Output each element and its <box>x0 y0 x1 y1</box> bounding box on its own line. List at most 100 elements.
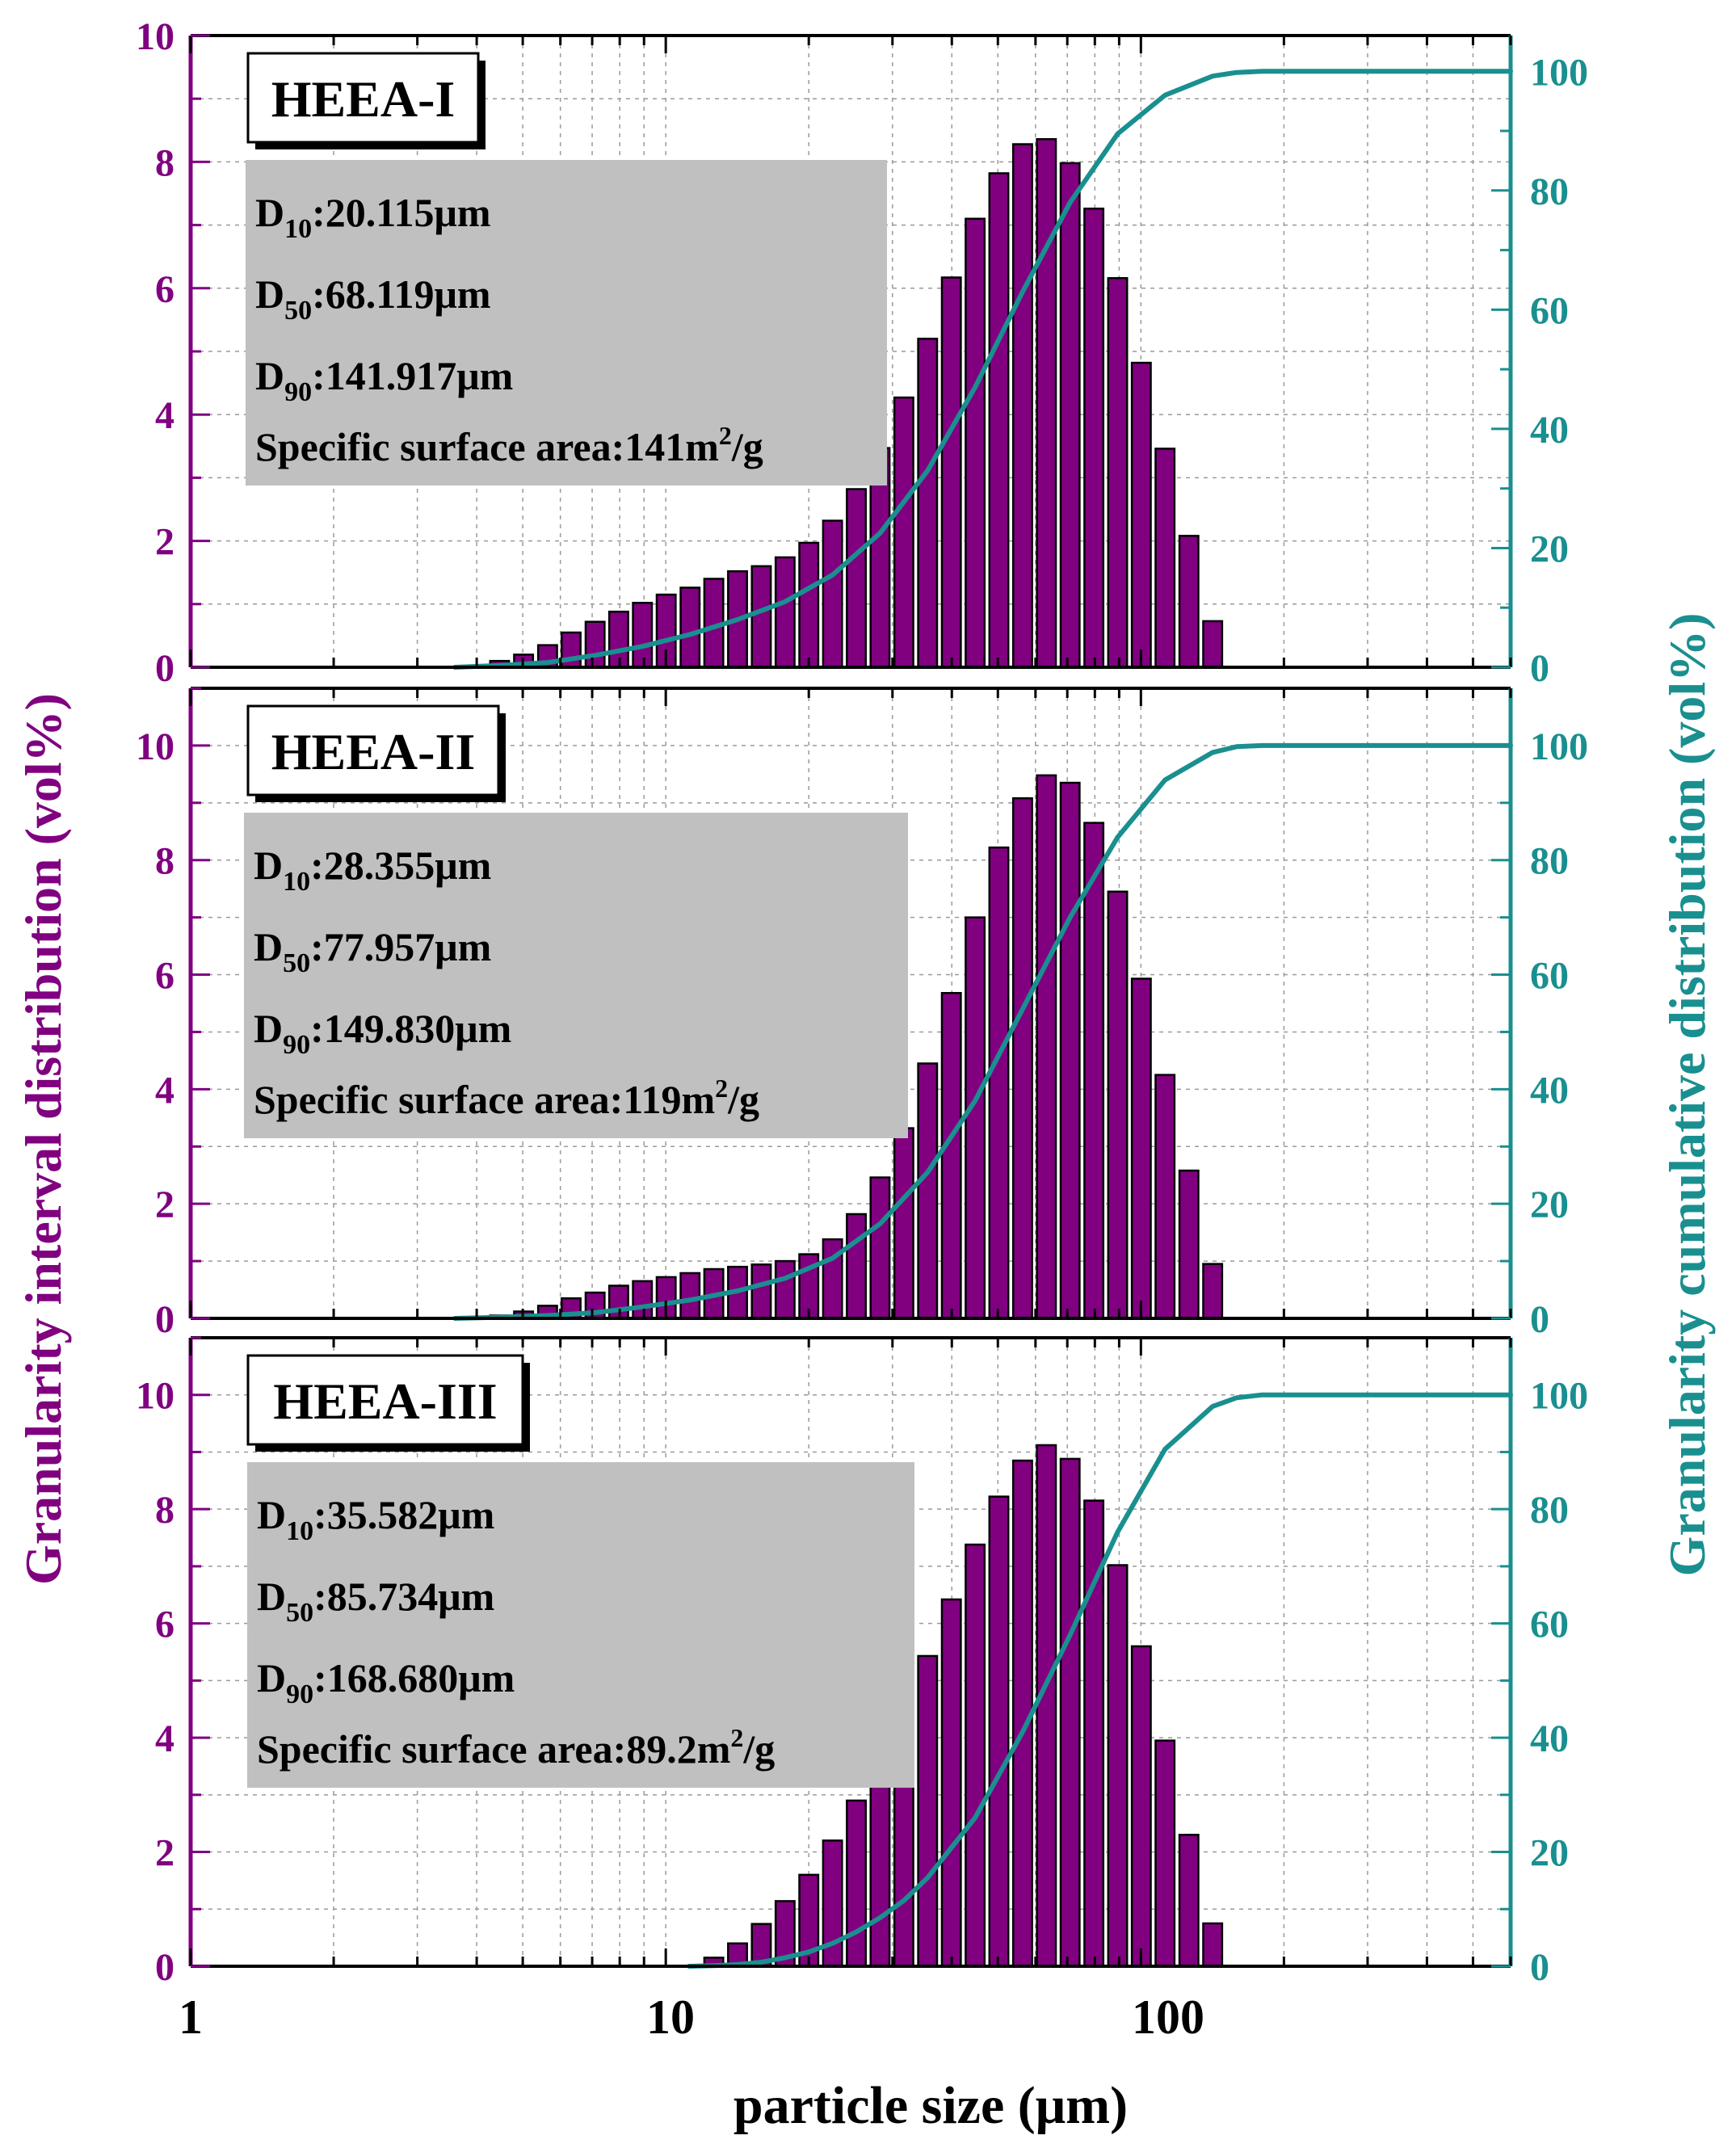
cumulative-curve <box>452 742 1513 1321</box>
histogram-bar <box>750 565 772 669</box>
histogram-bar <box>869 1756 891 1968</box>
histogram-bar <box>846 488 867 669</box>
histogram-bar <box>1083 822 1105 1320</box>
left-tick-label: 2 <box>155 521 174 564</box>
sample-label: HEEA-II <box>271 723 476 780</box>
histogram-bar <box>632 1280 654 1320</box>
left-tick-label: 0 <box>155 1298 174 1341</box>
histogram-bar <box>632 601 654 669</box>
right-tick-label: 80 <box>1530 840 1569 883</box>
left-tick-label: 4 <box>155 1069 174 1112</box>
histogram-bar <box>1154 1739 1176 1968</box>
histogram-bar <box>917 1654 939 1968</box>
histogram-bar <box>917 338 939 669</box>
histogram-bar <box>584 620 606 669</box>
left-tick-label: 10 <box>136 725 174 768</box>
right-tick-label: 0 <box>1530 1946 1549 1989</box>
histogram-bar <box>1202 620 1224 669</box>
histogram-bar <box>1036 1444 1057 1968</box>
specific-surface-area: Specific surface area:119m2/g <box>254 1074 759 1122</box>
histogram-bar <box>940 1598 962 1968</box>
x-tick-label-10: 10 <box>646 1990 695 2044</box>
histogram-bar <box>1107 1564 1129 1968</box>
histogram-bar <box>822 519 843 669</box>
right-tick-label: 0 <box>1530 1298 1549 1341</box>
histogram-bar <box>1130 1645 1152 1968</box>
left-tick-label: 0 <box>155 647 174 690</box>
histogram-bar <box>1107 890 1129 1320</box>
panel-heea-ii: 0246810020406080100HEEA-IID10:28.355μmD5… <box>136 687 1588 1341</box>
histogram-bar <box>940 276 962 669</box>
histogram-bar <box>1154 1074 1176 1320</box>
panel-heea-i: 0246810020406080100HEEA-ID10:20.115μmD50… <box>136 15 1588 690</box>
right-tick-label: 40 <box>1530 1717 1569 1760</box>
right-tick-label: 80 <box>1530 170 1569 213</box>
stat-d90: D90:149.830μm <box>254 1006 511 1060</box>
right-tick-label: 20 <box>1530 1183 1569 1226</box>
histogram-bar <box>965 1543 986 1968</box>
stat-d90: D90:141.917μm <box>255 353 513 407</box>
x-axis-title: particle size (μm) <box>733 2076 1128 2135</box>
stat-d10: D10:20.115μm <box>255 190 491 244</box>
right-tick-label: 40 <box>1530 409 1569 452</box>
histogram-bar <box>1130 361 1152 669</box>
right-tick-label: 20 <box>1530 1832 1569 1875</box>
histogram-bar <box>798 541 820 669</box>
left-tick-label: 10 <box>136 15 174 58</box>
left-tick-label: 2 <box>155 1183 174 1226</box>
right-tick-label: 100 <box>1530 51 1588 94</box>
specific-surface-area: Specific surface area:89.2m2/g <box>257 1723 775 1772</box>
histogram-bar <box>679 1272 701 1320</box>
cumulative-curve <box>687 1392 1513 1969</box>
x-tick-label-1: 1 <box>179 1990 203 2044</box>
cumulative-curve <box>452 69 1513 670</box>
right-tick-label: 60 <box>1530 955 1569 998</box>
histogram-bar <box>988 172 1010 669</box>
left-tick-label: 4 <box>155 1717 174 1760</box>
sample-label: HEEA-I <box>271 70 456 128</box>
histogram-bar <box>940 991 962 1320</box>
left-tick-label: 0 <box>155 1946 174 1989</box>
right-tick-label: 60 <box>1530 289 1569 332</box>
stat-d10: D10:35.582μm <box>257 1492 494 1546</box>
right-tick-label: 100 <box>1530 1375 1588 1418</box>
histogram-bar <box>988 846 1010 1320</box>
histogram-bar <box>846 1213 867 1320</box>
histogram-bar <box>965 217 986 669</box>
histogram-bar <box>965 916 986 1320</box>
stat-d50: D50:68.119μm <box>255 271 491 326</box>
stats-box <box>247 1462 914 1788</box>
stats-box <box>244 813 908 1138</box>
right-tick-label: 40 <box>1530 1069 1569 1112</box>
histogram-bar <box>1011 797 1033 1320</box>
histogram-bar <box>1202 1263 1224 1320</box>
histogram-bar <box>1059 1457 1081 1968</box>
histogram-bar <box>1178 1169 1200 1320</box>
histogram-bar <box>1036 137 1057 669</box>
x-tick-label-100: 100 <box>1132 1990 1204 2044</box>
stat-d50: D50:77.957μm <box>254 924 491 978</box>
stats-box <box>246 160 887 486</box>
right-tick-label: 80 <box>1530 1489 1569 1532</box>
histogram-bar <box>774 556 796 669</box>
right-tick-label: 100 <box>1530 725 1588 768</box>
histogram-bar <box>750 1263 772 1320</box>
left-tick-label: 4 <box>155 394 174 437</box>
right-tick-label: 0 <box>1530 647 1549 690</box>
left-tick-label: 6 <box>155 1604 174 1646</box>
histogram-bar <box>679 586 701 669</box>
histogram-bar <box>1178 1834 1200 1968</box>
left-tick-label: 10 <box>136 1375 174 1418</box>
histogram-bar <box>774 1259 796 1320</box>
histogram-bar <box>893 1127 914 1320</box>
sample-label-box <box>246 52 480 144</box>
right-tick-label: 20 <box>1530 528 1569 570</box>
left-tick-label: 8 <box>155 840 174 883</box>
histogram-bar <box>1011 143 1033 669</box>
right-tick-label: 60 <box>1530 1604 1569 1646</box>
sample-label-box <box>246 1354 524 1446</box>
histogram-bar <box>1036 774 1057 1320</box>
left-tick-label: 6 <box>155 955 174 998</box>
histogram-bar <box>1059 162 1081 669</box>
